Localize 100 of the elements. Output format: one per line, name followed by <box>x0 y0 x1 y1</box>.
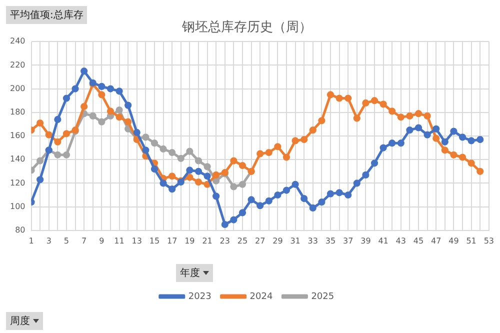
point <box>300 194 308 202</box>
point <box>476 168 484 175</box>
point <box>344 94 352 102</box>
point <box>397 140 404 147</box>
point <box>388 108 396 115</box>
text: 年度 <box>180 266 200 280</box>
point <box>116 106 123 114</box>
point <box>168 186 176 193</box>
point <box>212 171 220 178</box>
point <box>406 112 414 120</box>
point <box>62 94 70 102</box>
point <box>150 165 158 173</box>
point <box>80 102 88 110</box>
point <box>106 108 114 115</box>
point <box>432 134 440 142</box>
point <box>238 180 246 188</box>
point <box>124 118 132 126</box>
x-tick-label: 21 <box>202 236 212 246</box>
point <box>160 145 167 153</box>
point <box>142 146 150 154</box>
point <box>318 117 326 124</box>
point <box>424 131 431 138</box>
point <box>212 192 220 200</box>
point <box>370 97 378 104</box>
point <box>98 82 106 90</box>
point <box>204 163 211 170</box>
point <box>36 176 44 184</box>
y-tick-label: 140 <box>10 154 26 164</box>
point <box>98 91 106 98</box>
point <box>362 171 370 178</box>
point <box>54 116 62 124</box>
point <box>89 112 96 120</box>
x-tick-label: 45 <box>413 236 424 246</box>
point <box>300 136 308 144</box>
x-tick-label: 23 <box>220 236 230 246</box>
x-tick-label: 33 <box>308 236 318 246</box>
point <box>106 85 114 92</box>
legend-label: 2024 <box>250 292 273 302</box>
point <box>424 112 431 120</box>
point <box>168 172 176 180</box>
point <box>230 157 238 164</box>
point <box>336 94 343 102</box>
point <box>441 146 448 154</box>
y-tick-label: 180 <box>10 107 26 116</box>
x-tick-label: 51 <box>466 236 476 246</box>
point <box>186 148 194 155</box>
x-tick-label: 41 <box>378 236 388 246</box>
point <box>62 151 70 158</box>
point <box>194 157 202 164</box>
point <box>230 183 238 190</box>
x-tick-label: 19 <box>184 236 195 246</box>
point <box>274 191 282 199</box>
point <box>238 209 246 216</box>
point <box>256 202 264 210</box>
y-tick-label: 160 <box>10 131 26 140</box>
point <box>265 148 272 156</box>
point <box>194 168 202 175</box>
point <box>414 110 422 118</box>
x-tick-label: 39 <box>360 236 371 246</box>
point <box>204 172 211 180</box>
x-tick-label: 1 <box>28 236 34 246</box>
x-tick-label: 7 <box>82 236 87 246</box>
point <box>238 162 246 170</box>
point <box>380 100 387 108</box>
point <box>133 128 140 136</box>
x-tick-label: 9 <box>99 236 104 246</box>
point <box>248 196 255 204</box>
point <box>160 180 167 187</box>
x-tick-label: 53 <box>484 236 494 246</box>
y-tick-label: 100 <box>10 202 26 211</box>
point <box>282 186 290 194</box>
point <box>292 137 299 144</box>
point <box>274 143 282 150</box>
y-tick-label: 80 <box>15 225 26 234</box>
point <box>370 160 378 167</box>
point <box>362 99 370 107</box>
x-tick-label: 25 <box>237 236 248 246</box>
point <box>194 178 202 186</box>
point <box>177 154 184 162</box>
point <box>124 125 132 132</box>
point <box>441 138 448 146</box>
text: 平均值项:总库存 <box>10 8 84 22</box>
x-tick-label: 37 <box>343 236 354 246</box>
point <box>72 85 79 92</box>
point <box>168 148 176 156</box>
y-tick-label: 200 <box>10 84 26 93</box>
x-tick-label: 13 <box>132 236 142 246</box>
point <box>458 134 466 141</box>
point <box>45 131 52 138</box>
point <box>309 204 316 212</box>
point <box>353 114 360 122</box>
y-tick-label: 220 <box>10 60 26 70</box>
point <box>336 189 343 196</box>
point <box>282 154 290 161</box>
point <box>476 136 484 144</box>
point <box>468 137 475 144</box>
point <box>388 140 396 147</box>
x-tick-label: 47 <box>431 236 442 246</box>
point <box>432 125 440 132</box>
point <box>98 118 106 126</box>
